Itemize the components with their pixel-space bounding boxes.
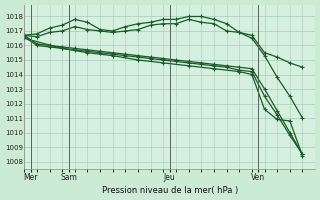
X-axis label: Pression niveau de la mer( hPa ): Pression niveau de la mer( hPa ) [101, 186, 238, 195]
